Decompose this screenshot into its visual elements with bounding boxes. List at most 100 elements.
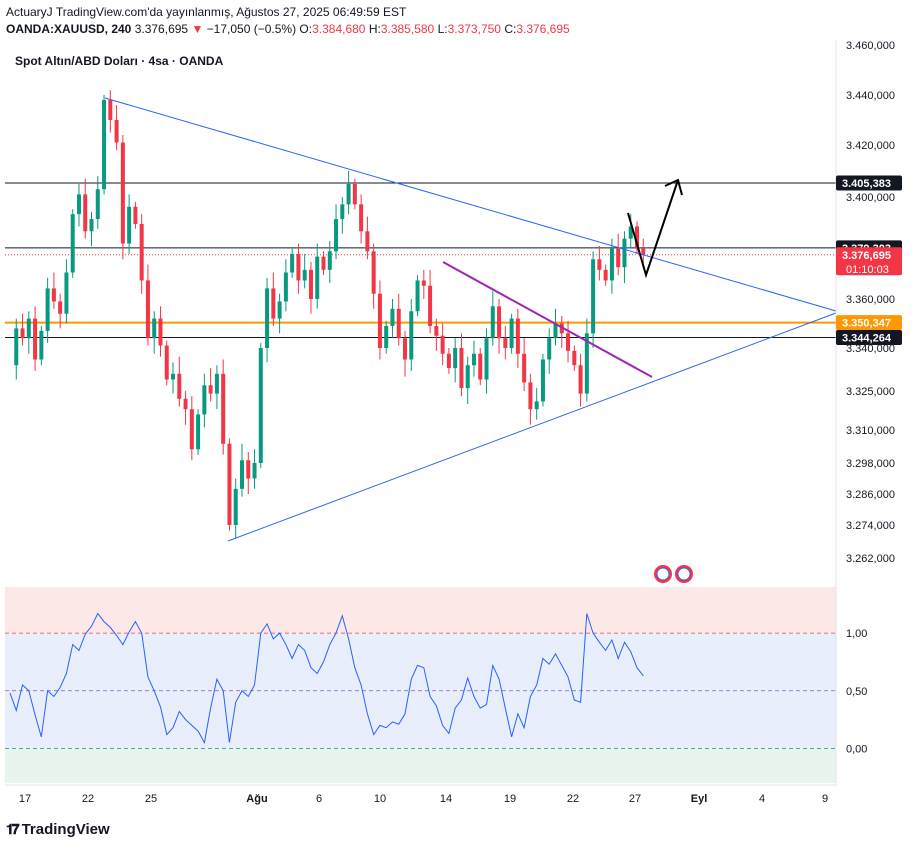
published-text: TradingView.com'da yayınlanmış, Ağustos … xyxy=(55,5,407,19)
candle-body xyxy=(296,253,301,281)
price-label-box xyxy=(836,247,902,276)
price-tick-label: 3.400,000 xyxy=(846,192,895,204)
price-tick-label: 3.310,000 xyxy=(846,425,895,437)
candle-body xyxy=(139,223,144,281)
low-label: L: xyxy=(437,22,448,36)
price-label-text: 3.350,347 xyxy=(842,318,891,330)
price-label-text: 3.344,264 xyxy=(842,333,892,345)
event-flags[interactable] xyxy=(654,565,693,583)
price-tick-label: 3.262,000 xyxy=(846,553,895,565)
candle-body xyxy=(478,353,483,380)
candle-body xyxy=(271,288,276,319)
candle-body xyxy=(340,204,345,220)
candle-body xyxy=(108,100,113,120)
price-tick-label: 3.340,000 xyxy=(846,343,895,355)
price-tick-label: 3.420,000 xyxy=(846,140,895,152)
candle-body xyxy=(384,325,389,348)
candle-body xyxy=(572,350,577,366)
price-tick-label: 3.286,000 xyxy=(846,489,895,501)
time-tick-label: Eyl xyxy=(691,793,708,805)
candle-body xyxy=(603,269,608,281)
candle-body xyxy=(58,301,63,314)
candle-body xyxy=(327,251,332,270)
candle-body xyxy=(503,338,508,348)
candle-body xyxy=(584,333,589,394)
candle-body xyxy=(26,318,31,339)
candle-body xyxy=(471,353,476,366)
price-levels xyxy=(5,182,836,339)
price-label-box xyxy=(836,330,902,346)
time-axis: 17 22 25 Ağu 6 10 14 19 22 27 Eyl 4 9 xyxy=(5,784,836,805)
purple-trendline xyxy=(442,261,653,378)
candle-body xyxy=(315,256,320,299)
price-label-text: 3.405,383 xyxy=(842,178,891,190)
tradingview-brand: TradingView xyxy=(21,821,110,838)
candle-body xyxy=(428,285,433,326)
candle-body xyxy=(446,353,451,369)
candle-body xyxy=(459,348,464,389)
last-price: 3.376,695 xyxy=(134,22,189,36)
price-label-box xyxy=(836,175,902,191)
candle-body xyxy=(352,184,357,205)
price-tick-label: 3.325,000 xyxy=(846,386,895,398)
candle-body xyxy=(196,414,201,450)
candle-body xyxy=(591,259,596,334)
candle-body xyxy=(177,373,182,399)
time-tick-label: 22 xyxy=(82,793,94,805)
candle-body xyxy=(189,409,194,450)
candle-body xyxy=(302,269,307,281)
candle-body xyxy=(120,142,125,244)
candle-body xyxy=(528,382,533,410)
candle-body xyxy=(616,248,621,268)
us-event-flag-inner-icon xyxy=(677,567,691,581)
candle-body xyxy=(321,256,326,270)
price-label-box xyxy=(836,315,902,331)
candle-body xyxy=(39,330,44,360)
time-tick-label: 4 xyxy=(759,793,765,805)
candle-body xyxy=(152,318,157,339)
low-value: 3.373,750 xyxy=(447,22,501,36)
candle-body xyxy=(415,280,420,312)
candle-body xyxy=(547,338,552,360)
publisher-name: ActuaryJ xyxy=(6,5,53,19)
price-labels: 3.405,3833.379,3033.376,69501:10:033.350… xyxy=(836,175,902,346)
publish-info: ActuaryJ TradingView.com'da yayınlanmış,… xyxy=(6,5,406,19)
candle-body xyxy=(346,184,351,205)
price-tick-label: 3.298,000 xyxy=(846,458,895,470)
candle-body xyxy=(127,206,132,244)
tradingview-mark-icon: 𝟏𝟕 xyxy=(6,821,20,837)
drawings xyxy=(104,97,837,542)
time-tick-label: 14 xyxy=(440,793,452,805)
ohlc-header: OANDA:XAUUSD, 240 3.376,695 ▼ −17,050 (−… xyxy=(6,22,570,36)
candle-body xyxy=(540,359,545,402)
high-label: H: xyxy=(368,22,381,36)
ascending-trendline xyxy=(227,312,837,542)
candle-body xyxy=(371,251,376,294)
price-axis: 3.262,000 3.274,000 3.286,000 3.298,000 3.31… xyxy=(835,40,895,785)
projection-arrow xyxy=(627,179,679,279)
candle-body xyxy=(89,219,94,232)
time-tick-label: 17 xyxy=(19,793,31,805)
price-tick-label: 3.440,000 xyxy=(846,90,895,102)
candle-body xyxy=(635,226,639,249)
candle-body xyxy=(359,204,364,232)
candle-body xyxy=(133,206,138,224)
candle-body xyxy=(164,345,169,380)
candle-body xyxy=(114,120,119,143)
candle-body xyxy=(233,488,238,525)
candle-body xyxy=(434,325,439,336)
candle-body xyxy=(622,238,627,268)
candle-body xyxy=(239,460,244,489)
candle-body xyxy=(227,443,232,525)
candle-body xyxy=(509,318,514,348)
candle-body xyxy=(390,308,395,326)
candle-body xyxy=(484,338,489,380)
time-tick-label: 9 xyxy=(822,793,828,805)
rsi-tick-label: 0,00 xyxy=(846,743,867,755)
candle-body xyxy=(95,189,100,220)
candle-body xyxy=(403,338,408,360)
candle-body xyxy=(208,385,213,394)
candle-body xyxy=(171,373,176,380)
candle-body xyxy=(522,353,527,383)
